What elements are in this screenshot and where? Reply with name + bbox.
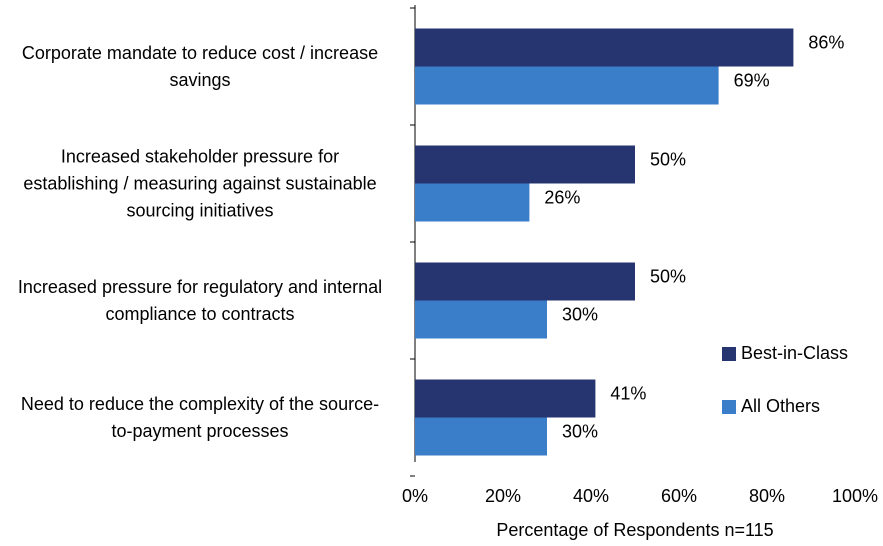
bar — [415, 262, 635, 301]
data-label: 50% — [650, 266, 686, 286]
bar — [415, 183, 530, 222]
data-label: 69% — [734, 70, 770, 90]
bar — [415, 379, 596, 418]
data-label: 30% — [562, 421, 598, 441]
x-tick-label: 0% — [402, 486, 428, 506]
data-label: 50% — [650, 149, 686, 169]
y-tick-label: Increased stakeholder pressure for estab… — [23, 146, 377, 220]
legend-swatch — [722, 400, 736, 414]
x-tick-label: 80% — [749, 486, 785, 506]
data-label: 26% — [544, 187, 580, 207]
x-axis-title: Percentage of Respondents n=115 — [496, 520, 773, 540]
x-tick-label: 20% — [485, 486, 521, 506]
bar — [415, 417, 547, 456]
bar — [415, 300, 547, 339]
bar — [415, 28, 794, 67]
data-label: 41% — [610, 383, 646, 403]
bar — [415, 66, 719, 105]
y-tick-label: Need to reduce the complexity of the sou… — [20, 393, 380, 441]
x-tick-label: 60% — [661, 486, 697, 506]
data-label: 30% — [562, 304, 598, 324]
x-tick-label: 100% — [832, 486, 878, 506]
legend-label: Best-in-Class — [741, 343, 848, 363]
legend-label: All Others — [741, 396, 820, 416]
y-tick-label: Increased pressure for regulatory and in… — [17, 276, 383, 324]
y-tick-label: Corporate mandate to reduce cost / incre… — [21, 42, 379, 90]
legend-swatch — [722, 347, 736, 361]
bar — [415, 145, 635, 184]
x-tick-label: 40% — [573, 486, 609, 506]
data-label: 86% — [808, 32, 844, 52]
